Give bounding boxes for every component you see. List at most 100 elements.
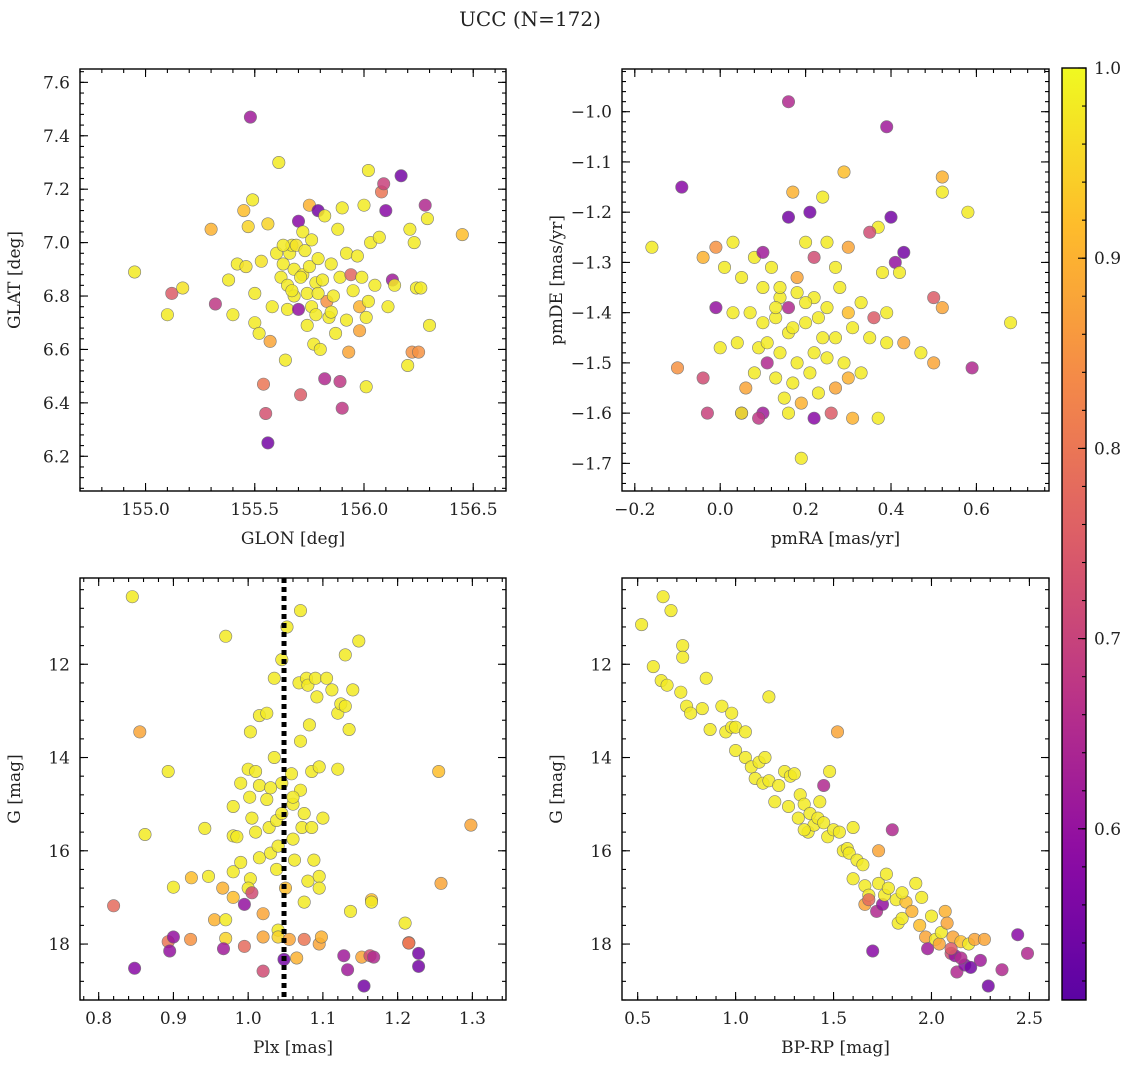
scatter-point [646,660,660,674]
scatter-point [305,820,319,834]
scatter-point [760,336,774,350]
scatter-point [756,316,770,330]
scatter-point [1011,928,1025,942]
scatter-point [816,331,830,345]
scatter-point [318,372,332,386]
scatter-point [208,913,222,927]
scatter-point [160,308,174,322]
scatter-point [794,396,808,410]
scatter-point [1004,316,1018,330]
scatter-point [807,411,821,425]
scatter-point [832,825,846,839]
scatter-point [176,281,190,295]
x-tick-label: 1.0 [722,1009,749,1029]
axes-frame [621,577,1050,1001]
scatter-point [377,177,391,191]
scatter-point [245,886,259,900]
scatter-point [256,964,270,978]
scatter-point [325,683,339,697]
scatter-point [938,904,952,918]
scatter-point [961,205,975,219]
scatter-point [921,942,935,956]
scatter-point [768,795,782,809]
scatter-point [357,979,371,993]
scatter-point [381,300,395,314]
scatter-point [703,722,717,736]
x-tick-label: 0.9 [160,1009,187,1029]
scatter-point [799,316,813,330]
scatter-point [305,233,319,247]
scatter-point [863,331,877,345]
scatter-point [252,851,266,865]
scatter-point [781,210,795,224]
scatter-point [280,302,294,316]
scatter-point [670,361,684,375]
scatter-point [256,377,270,391]
scatter-point [709,301,723,315]
y-tick-label: −1.4 [571,304,612,324]
panel-pmra-pmde: −0.2 0.0 0.2 0.4 0.6 −1.7 −1.6 −1.5 −1.4 −1.3 −1.2… [547,68,1050,549]
scatter-point [715,699,729,713]
scatter-point [310,690,324,704]
scatter-point [807,250,821,264]
scatter-point [794,451,808,465]
y-tick-label: 18 [590,935,612,955]
scatter-point [412,946,426,960]
scatter-point [243,110,257,124]
scatter-point [248,286,262,300]
scatter-point [781,301,795,315]
scatter-point [166,880,180,894]
colorbar: 0.6 0.7 0.8 0.9 1.0 [1061,59,1121,1001]
scatter-point [674,685,688,699]
scatter-point [828,381,842,395]
scatter-point [329,326,343,340]
scatter-point [828,260,842,274]
scatter-point [309,308,323,322]
scatter-point [353,324,367,338]
scatter-point [713,341,727,355]
scatter-point [165,286,179,300]
scatter-point [747,366,761,380]
scatter-point [285,284,299,298]
scatter-point [237,204,251,218]
scatter-point [905,904,919,918]
scatter-point [699,671,713,685]
scatter-point [773,280,787,294]
scatter-point [846,872,860,886]
scatter-point [313,342,327,356]
scatter-point [287,853,301,867]
scatter-point [342,722,356,736]
scatter-point [709,240,723,254]
x-tick-label: −0.2 [614,500,655,520]
scatter-point [256,907,270,921]
scatter-point [811,386,825,400]
scatter-point [293,734,307,748]
scatter-point [346,284,360,298]
scatter-point [934,925,948,939]
x-tick-label: 0.0 [707,500,734,520]
scatter-point [357,198,371,212]
scatter-point [817,816,831,830]
scatter-point [645,240,659,254]
scatter-points [635,590,1034,993]
scatter-point [846,321,860,335]
x-tick-label: 0.5 [624,1009,651,1029]
x-axis-label: pmRA [mas/yr] [771,529,900,549]
scatter-point [368,278,382,292]
scatter-point [260,792,274,806]
scatter-point [841,371,855,385]
scatter-point [944,942,958,956]
scatter-point [239,260,253,274]
scatter-point [660,678,674,692]
scatter-point [243,790,257,804]
scatter-point [297,932,311,946]
x-tick-label: 0.6 [963,500,990,520]
scatter-point [198,821,212,835]
scatter-point [837,356,851,370]
scatter-point [252,778,266,792]
panel-plx-g: 0.8 0.9 1.0 1.1 1.2 1.3 12 14 16 18 Plx [mas] G [ma… [5,577,507,1058]
scatter-point [799,235,813,249]
x-tick-label: 2.5 [1016,1009,1043,1029]
scatter-point [314,930,328,944]
scatter-point [333,374,347,388]
